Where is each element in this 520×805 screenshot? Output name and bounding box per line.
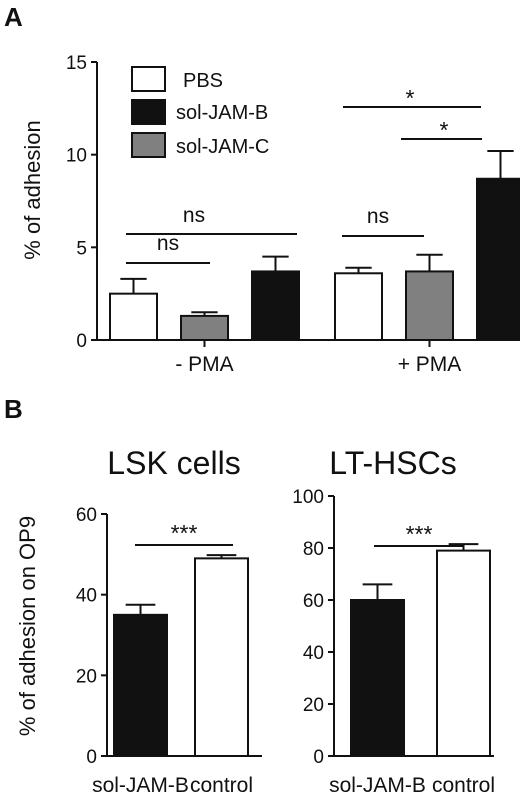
bar-pbs-pma-bar (109, 292, 158, 341)
sig-label-ns-2: ns (183, 204, 205, 227)
chart-a-legend: PBS sol-JAM-B sol-JAM-C (131, 66, 269, 158)
chart-b-lsk-y-tick-label-3: 60 (76, 505, 97, 526)
chart-b-lthsc-y-tick-label-2: 40 (303, 643, 324, 664)
bar-sol-jam-b-pma-bar (476, 177, 520, 341)
chart-a-x-tick-label-pma: + PMA (398, 353, 462, 376)
chart-a-y-tick-label-1: 5 (76, 238, 87, 259)
chart-b-lsk-y-tick-label-2: 40 (76, 586, 97, 607)
chart-b-lsk-sol-jam-b-bar (113, 613, 168, 757)
chart-b-lthsc: LT-HSCs *** 0 20 40 60 80 100 sol-JAM-B control (292, 445, 495, 797)
bar-sol-jam-b-pma-bar (251, 270, 300, 341)
sig-label-ns-1: ns (157, 232, 179, 255)
panel-letter-a: A (4, 2, 23, 32)
legend-swatch-sol-jam-c (131, 132, 166, 158)
sig-label-ns-3: ns (367, 205, 389, 228)
chart-b-y-axis-title: % of adhesion on OP9 (15, 516, 40, 736)
sig-label-star-1: * (406, 85, 415, 111)
chart-b-lsk: LSK cells % of adhesion on OP9 *** 0 20 40… (15, 445, 262, 797)
chart-a: % of adhesion PBS sol-JAM-B sol-JAM-C ns… (20, 53, 520, 376)
chart-b-lthsc-y-tick-label-1: 20 (303, 695, 324, 716)
sig-label-star-2: * (440, 117, 449, 143)
chart-b-lthsc-x-tick-label-control: control (432, 774, 495, 797)
chart-a-significance: ns ns ns * * (126, 85, 482, 264)
chart-b-lsk-x-tick-label-control: control (190, 774, 253, 797)
chart-b-lsk-title: LSK cells (107, 445, 240, 481)
bar-sol-jam-c-pma-bar (180, 314, 229, 342)
legend-label-sol-jam-c: sol-JAM-C (176, 136, 269, 158)
chart-b-lsk-y-tick-label-1: 20 (76, 666, 97, 687)
chart-b-lthsc-title: LT-HSCs (329, 445, 456, 481)
chart-a-x-tick-label-pma: - PMA (175, 353, 233, 376)
chart-b-lsk-x-tick-label-sol-jam-b: sol-JAM-B (92, 774, 189, 797)
chart-b-lthsc-sol-jam-b-bar (350, 599, 405, 757)
chart-a-y-tick-label-3: 15 (66, 53, 87, 74)
chart-b-lsk-y-tick-label-0: 0 (86, 747, 97, 768)
chart-b-lthsc-control-bar (436, 549, 491, 757)
legend-swatch-pbs (131, 66, 166, 92)
chart-a-y-tick-label-2: 10 (66, 146, 87, 167)
bar-pbs-pma-bar (334, 272, 383, 341)
legend-label-pbs: PBS (183, 70, 223, 92)
chart-b-lthsc-y-tick-label-4: 80 (303, 539, 324, 560)
legend-swatch-sol-jam-b (131, 99, 166, 125)
panel-letter-b: B (4, 394, 23, 424)
sig-label-lsk: *** (171, 520, 198, 546)
bar-sol-jam-c-pma-bar (405, 270, 454, 341)
legend-label-sol-jam-b: sol-JAM-B (176, 102, 268, 124)
chart-b-lthsc-y-tick-label-5: 100 (292, 487, 324, 508)
chart-b-lthsc-x-tick-label-sol-jam-b: sol-JAM-B (329, 774, 426, 797)
chart-b-lthsc-y-tick-label-0: 0 (313, 747, 324, 768)
chart-b-lsk-control-bar (194, 557, 249, 757)
chart-a-y-tick-label-0: 0 (76, 331, 87, 352)
chart-b-lthsc-y-tick-label-3: 60 (303, 591, 324, 612)
chart-a-y-axis-title: % of adhesion (20, 120, 45, 259)
sig-label-lthsc: *** (406, 521, 433, 547)
